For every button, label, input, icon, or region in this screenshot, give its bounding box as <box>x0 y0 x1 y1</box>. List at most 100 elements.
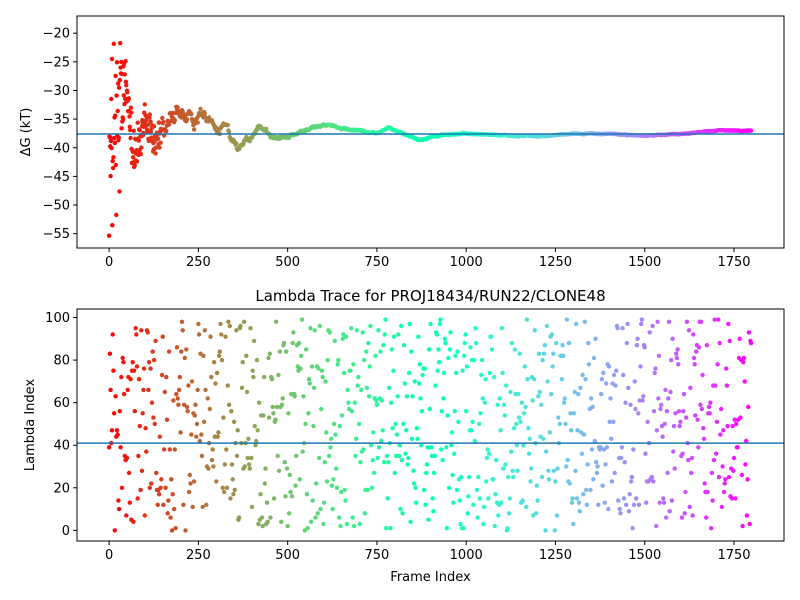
lambda-point <box>184 404 190 410</box>
lambda-point <box>401 343 407 348</box>
lambda-point <box>486 496 491 501</box>
lambda-point <box>561 400 567 405</box>
lambda-point <box>480 396 485 401</box>
lambda-point <box>248 326 253 331</box>
lambda-point <box>469 428 474 433</box>
lambda-point <box>649 474 655 480</box>
lambda-point <box>512 347 517 352</box>
lambda-point <box>633 406 638 412</box>
lambda-point <box>369 443 374 448</box>
lambda-point <box>176 387 182 393</box>
lambda-point <box>374 402 380 407</box>
x-tick-label: 1250 <box>539 548 572 563</box>
lambda-point <box>507 496 512 501</box>
lambda-point <box>634 343 640 348</box>
lambda-point <box>400 511 405 516</box>
lambda-point <box>608 396 613 401</box>
lambda-point <box>146 360 152 365</box>
lambda-point <box>449 443 454 448</box>
free-energy-point <box>160 115 165 121</box>
lambda-point <box>260 523 265 529</box>
lambda-point <box>691 332 696 337</box>
free-energy-point <box>109 56 115 62</box>
lambda-point <box>602 500 607 505</box>
lambda-point <box>609 479 615 484</box>
x-tick-label: 1250 <box>539 255 572 270</box>
lambda-point <box>684 319 690 324</box>
free-energy-point <box>116 135 122 140</box>
lambda-point <box>694 349 699 354</box>
lambda-point <box>413 485 418 490</box>
lambda-point <box>216 430 221 435</box>
lambda-point <box>730 423 735 429</box>
free-energy-point <box>112 140 118 146</box>
lambda-point <box>283 494 288 499</box>
lambda-point <box>517 351 522 356</box>
lambda-point <box>741 355 747 361</box>
lambda-point <box>396 332 401 337</box>
lambda-point <box>698 402 703 407</box>
lambda-point <box>476 474 481 480</box>
lambda-point <box>292 394 297 399</box>
free-energy-point <box>130 155 136 160</box>
lambda-point <box>615 326 620 331</box>
lambda-point <box>351 523 357 529</box>
lambda-point <box>314 481 319 486</box>
lambda-point <box>309 519 314 524</box>
lambda-point <box>224 485 230 490</box>
lambda-point <box>109 428 115 433</box>
lambda-point <box>656 396 661 401</box>
lambda-point <box>604 445 610 450</box>
lambda-point <box>686 328 692 333</box>
lambda-point <box>418 396 423 401</box>
lambda-point <box>304 347 309 352</box>
lambda-point <box>186 489 192 495</box>
lambda-point <box>396 453 402 459</box>
lambda-point <box>299 317 305 322</box>
lambda-point <box>464 364 470 369</box>
y-tick-label: −30 <box>43 84 70 99</box>
lambda-point <box>652 370 657 376</box>
free-energy-point <box>164 128 169 134</box>
lambda-point <box>741 360 746 365</box>
lambda-point <box>663 387 668 393</box>
lambda-point <box>169 528 175 533</box>
lambda-point <box>191 479 197 484</box>
lambda-point <box>444 526 450 531</box>
lambda-point <box>166 349 172 354</box>
lambda-point <box>514 421 519 427</box>
lambda-point <box>300 449 305 454</box>
free-energy-point <box>129 110 134 115</box>
lambda-point <box>638 364 643 369</box>
lambda-point <box>148 366 153 371</box>
lambda-point <box>440 457 445 463</box>
x-tick-label: 250 <box>186 548 211 563</box>
free-energy-panel: 0 250 500 750 1000 1250 1500 1750 −55−50−45−40−… <box>19 15 785 270</box>
lambda-point <box>531 377 537 382</box>
lambda-point <box>369 485 375 490</box>
lambda-point <box>439 409 445 414</box>
lambda-point <box>219 357 225 363</box>
lambda-point <box>463 332 468 337</box>
lambda-point <box>495 402 500 407</box>
free-energy-point <box>126 96 131 101</box>
lambda-point <box>256 521 261 527</box>
lambda-point <box>429 445 434 450</box>
lambda-point <box>398 506 403 512</box>
lambda-point <box>662 421 667 427</box>
lambda-point <box>705 489 710 495</box>
lambda-point <box>709 526 714 531</box>
lambda-point <box>476 421 482 427</box>
lambda-point <box>402 381 407 386</box>
lambda-point <box>603 462 608 467</box>
free-energy-point <box>153 151 158 156</box>
lambda-point <box>654 428 660 433</box>
lambda-point <box>693 413 698 418</box>
lambda-point <box>456 419 461 424</box>
lambda-point <box>455 349 460 354</box>
lambda-point <box>683 489 688 495</box>
lambda-point <box>564 317 570 322</box>
lambda-point <box>744 513 750 518</box>
lambda-point <box>364 349 369 354</box>
lambda-point <box>331 477 336 482</box>
